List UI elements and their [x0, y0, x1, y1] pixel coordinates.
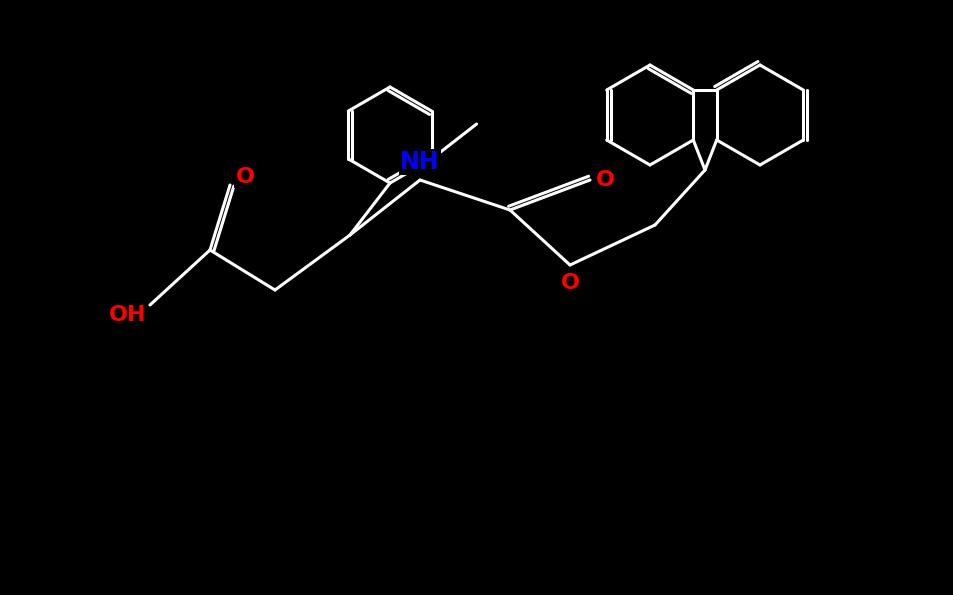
Text: NH: NH	[400, 150, 439, 174]
Text: O: O	[235, 167, 254, 187]
Text: O: O	[560, 273, 578, 293]
Text: O: O	[595, 170, 614, 190]
Text: OH: OH	[110, 305, 147, 325]
